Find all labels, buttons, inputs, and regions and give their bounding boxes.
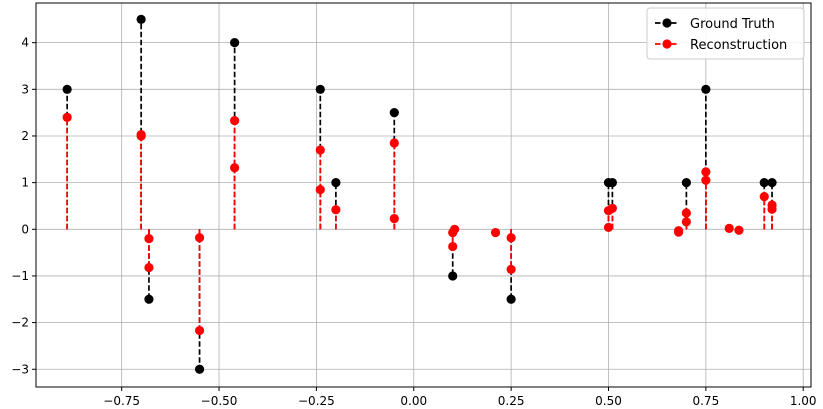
ground-truth-marker <box>331 178 341 188</box>
plot-frame <box>35 2 812 388</box>
ground-truth-marker <box>448 271 458 281</box>
ground-truth-marker <box>230 38 240 48</box>
legend-label: Ground Truth <box>690 17 775 32</box>
reconstruction-marker <box>701 175 711 185</box>
reconstruction-marker <box>759 192 769 202</box>
ground-truth-marker <box>701 84 711 94</box>
x-tick-label: −0.25 <box>298 394 335 408</box>
x-tick-label: −0.50 <box>201 394 238 408</box>
ground-truth-marker <box>767 178 777 188</box>
reconstruction-marker <box>331 205 341 215</box>
ground-truth-marker <box>389 108 399 118</box>
ground-truth-marker <box>315 84 325 94</box>
ground-truth-marker <box>607 178 617 188</box>
legend-marker <box>662 18 672 28</box>
reconstruction-marker <box>490 227 501 238</box>
reconstruction-marker <box>603 222 614 233</box>
reconstruction-marker <box>506 264 516 275</box>
reconstruction-marker <box>315 145 325 155</box>
reconstruction-marker <box>194 233 205 243</box>
ground-truth-marker <box>136 14 146 24</box>
y-tick-label: 1 <box>21 176 29 190</box>
reconstruction-marker <box>734 225 744 235</box>
x-tick-label: 0.50 <box>595 394 622 408</box>
y-tick-label: 0 <box>21 222 29 236</box>
reconstruction-marker <box>144 234 154 244</box>
legend-marker <box>662 39 672 49</box>
reconstruction-marker <box>681 208 691 218</box>
reconstruction-marker <box>506 233 516 243</box>
reconstruction-marker <box>62 112 72 122</box>
y-tick-label: −2 <box>11 316 29 330</box>
ground-truth-marker <box>681 178 691 188</box>
legend-box <box>646 7 805 60</box>
reconstruction-marker <box>701 167 711 177</box>
legend: Ground Truth Reconstruction <box>646 7 805 60</box>
reconstruction-marker <box>673 227 684 237</box>
x-tick-label: 1.00 <box>790 394 817 408</box>
reconstruction-marker <box>607 203 617 213</box>
y-tick-label: −3 <box>11 362 29 376</box>
legend-label: Reconstruction <box>690 38 787 53</box>
x-tick-label: −0.75 <box>103 394 140 408</box>
reconstruction-marker <box>450 224 460 234</box>
reconstruction-marker <box>767 204 777 214</box>
marker-layer <box>62 14 777 374</box>
reconstruction-marker <box>389 138 399 148</box>
ground-truth-marker <box>759 178 769 188</box>
reconstruction-marker <box>194 325 205 336</box>
reconstruction-marker <box>136 129 146 140</box>
ground-truth-marker <box>62 84 72 94</box>
reconstruction-marker <box>681 217 691 227</box>
reconstruction-marker <box>230 115 240 126</box>
y-tick-label: 3 <box>21 82 29 96</box>
reconstruction-marker <box>724 223 734 233</box>
ground-truth-marker <box>506 294 516 304</box>
y-tick-label: 4 <box>21 36 29 50</box>
reconstruction-marker <box>315 185 325 195</box>
x-tick-label: 0.75 <box>692 394 719 408</box>
tick-layer: −0.75 −0.50 −0.25 0.00 0.25 0.50 0.75 1.00 −3 −2 −… <box>11 36 816 408</box>
x-tick-label: 0.25 <box>498 394 525 408</box>
reconstruction-marker <box>144 262 154 273</box>
reconstruction-marker <box>389 213 399 224</box>
ground-truth-marker <box>144 294 154 304</box>
ground-truth-marker <box>194 364 205 374</box>
y-tick-label: −1 <box>11 269 29 283</box>
reconstruction-marker <box>448 241 458 252</box>
x-tick-label: 0.00 <box>400 394 427 408</box>
reconstruction-marker <box>230 163 240 173</box>
y-tick-label: 2 <box>21 129 29 143</box>
